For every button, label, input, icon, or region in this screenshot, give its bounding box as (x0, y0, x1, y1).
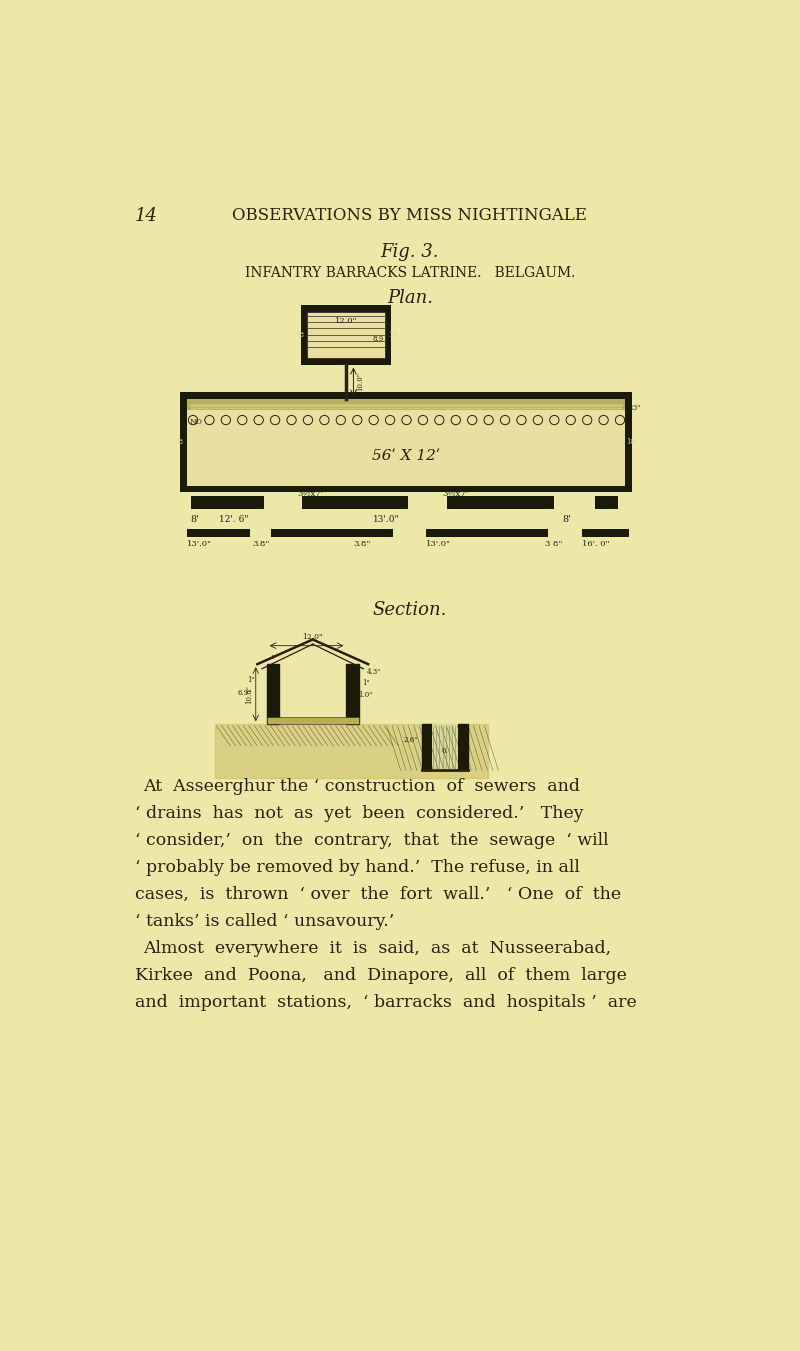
Bar (346, 665, 359, 724)
Text: 1": 1" (362, 680, 370, 688)
Text: ‘ consider,’  on  the  contrary,  that  the  sewage  ‘ will: ‘ consider,’ on the contrary, that the s… (135, 832, 609, 848)
Text: 3½x7': 3½x7' (298, 490, 324, 499)
Text: 1": 1" (247, 676, 255, 684)
Text: 2.6": 2.6" (403, 736, 418, 743)
Text: 10.0": 10.0" (246, 685, 254, 704)
Text: 8': 8' (190, 515, 199, 524)
Text: Plan.: Plan. (387, 289, 433, 307)
Bar (190, 496, 264, 508)
Text: 12.0": 12.0" (335, 316, 358, 324)
Text: 18: 18 (295, 331, 304, 339)
Text: 12.0": 12.0" (302, 634, 323, 642)
Text: 1": 1" (270, 655, 278, 661)
Text: 13'.0": 13'.0" (374, 515, 400, 524)
Text: Kirkee  and  Poona,   and  Dinapore,  all  of  them  large: Kirkee and Poona, and Dinapore, all of t… (135, 967, 626, 984)
Bar (422, 724, 432, 770)
Text: 3.8": 3.8" (354, 540, 371, 549)
Text: ‘ drains  has  not  as  yet  been  considered.’   They: ‘ drains has not as yet been considered.… (135, 805, 583, 821)
Text: 6.: 6. (441, 747, 448, 755)
Bar (302, 496, 409, 508)
Bar (270, 528, 393, 538)
Text: At  Asseerghur the ‘ construction  of  sewers  and: At Asseerghur the ‘ construction of sewe… (142, 778, 580, 796)
Bar (458, 724, 468, 770)
Bar (187, 400, 625, 485)
Text: ‘ probably be removed by hand.’  The refuse, in all: ‘ probably be removed by hand.’ The refu… (135, 859, 580, 875)
Bar (426, 528, 548, 538)
Text: Fig. 3.: Fig. 3. (381, 243, 439, 261)
Text: 18: 18 (174, 439, 183, 446)
Bar (432, 724, 458, 770)
Text: Almost  everywhere  it  is  said,  as  at  Nusseerabad,: Almost everywhere it is said, as at Nuss… (142, 940, 610, 957)
Bar (180, 392, 632, 493)
Text: Section.: Section. (373, 601, 447, 619)
Text: 8.9: 8.9 (373, 335, 384, 343)
Bar (307, 312, 386, 358)
Text: 10.0": 10.0" (357, 373, 365, 392)
Text: ‘ tanks’ is called ‘ unsavoury.’: ‘ tanks’ is called ‘ unsavoury.’ (135, 913, 394, 929)
Bar (301, 305, 391, 365)
Text: <3": <3" (627, 404, 641, 412)
Text: 14: 14 (135, 207, 158, 224)
Text: 16'. 0": 16'. 0" (582, 540, 610, 549)
Text: 3½x7': 3½x7' (442, 490, 469, 499)
Bar (187, 400, 625, 411)
Bar (595, 496, 618, 508)
Bar (266, 716, 359, 724)
Text: 13'.0": 13'.0" (187, 540, 212, 549)
Text: 56ʹ X 12ʹ: 56ʹ X 12ʹ (372, 450, 440, 463)
Text: 4.3": 4.3" (366, 667, 381, 676)
Text: INFANTRY BARRACKS LATRINE.   BELGAUM.: INFANTRY BARRACKS LATRINE. BELGAUM. (245, 266, 575, 280)
Text: 18: 18 (626, 439, 635, 446)
Text: 3 8": 3 8" (545, 540, 562, 549)
Bar (447, 496, 554, 508)
Bar (266, 665, 279, 724)
Polygon shape (214, 724, 487, 778)
Text: cases,  is  thrown  ‘ over  the  fort  wall.’   ‘ One  of  the: cases, is thrown ‘ over the fort wall.’ … (135, 886, 621, 902)
Text: 13'.0": 13'.0" (426, 540, 450, 549)
Text: OBSERVATIONS BY MISS NIGHTINGALE: OBSERVATIONS BY MISS NIGHTINGALE (233, 207, 587, 224)
Text: and  important  stations,  ‘ barracks  and  hospitals ’  are: and important stations, ‘ barracks and h… (135, 994, 637, 1011)
Text: 6.9": 6.9" (238, 689, 252, 697)
Text: 18: 18 (388, 331, 398, 339)
Text: 3.8": 3.8" (252, 540, 270, 549)
Text: NO: NO (189, 417, 202, 426)
Text: 12'. 6": 12'. 6" (218, 515, 248, 524)
Bar (187, 528, 250, 538)
Text: 1.0": 1.0" (358, 690, 373, 698)
Bar (582, 528, 629, 538)
Text: 8': 8' (562, 515, 571, 524)
